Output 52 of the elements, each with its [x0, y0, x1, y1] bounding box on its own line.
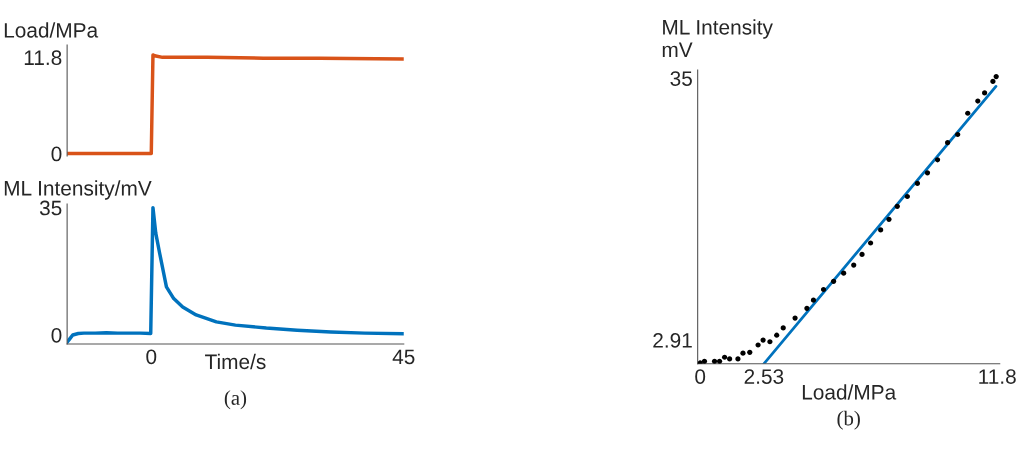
y-tick-label: 2.91	[653, 333, 692, 348]
x-tick-label: 11.8	[979, 369, 1016, 384]
point	[820, 286, 827, 293]
y-axis-title: Load/MPa	[4, 22, 99, 38]
point	[878, 227, 884, 233]
y-axis-title: ML Intensity/mV	[4, 180, 152, 200]
point	[792, 315, 798, 321]
point	[886, 216, 892, 222]
x-axis-title: Time/s	[205, 353, 266, 370]
point	[955, 131, 961, 138]
point	[904, 193, 910, 200]
point	[859, 251, 865, 258]
y-axis-title: ML Intensity mV	[662, 19, 773, 57]
point	[851, 262, 857, 268]
point	[934, 157, 941, 163]
y-tick-label: 11.8	[24, 50, 62, 66]
y-tick-label: 35	[670, 71, 692, 86]
point	[914, 180, 920, 187]
point	[760, 337, 766, 343]
point	[993, 73, 999, 80]
point	[755, 342, 761, 348]
point	[990, 78, 996, 85]
y-tick-label: 0	[51, 146, 62, 162]
point	[804, 305, 810, 311]
point	[924, 170, 931, 176]
point	[735, 356, 741, 362]
point	[767, 339, 773, 345]
point	[975, 98, 981, 104]
point	[867, 240, 874, 246]
point	[727, 356, 733, 362]
point	[965, 110, 971, 116]
x-tick-label: 2.53	[744, 369, 784, 384]
point	[774, 332, 780, 338]
line-series	[67, 53, 404, 156]
point	[945, 140, 951, 146]
point	[810, 297, 817, 303]
point	[982, 90, 988, 96]
y-tick-label: 0	[51, 327, 62, 343]
line-series	[67, 205, 404, 344]
point	[841, 270, 847, 276]
point	[747, 349, 753, 355]
text: (b)	[837, 410, 860, 430]
point	[740, 350, 746, 356]
point	[722, 354, 728, 360]
y-tick-label: 35	[39, 200, 62, 216]
x-tick-label: 0	[695, 369, 706, 384]
x-axis-title: Load/MPa	[802, 384, 897, 400]
point	[780, 325, 786, 331]
point	[894, 203, 900, 209]
text: (a)	[224, 390, 247, 410]
point	[830, 278, 837, 284]
x-tick-label: 45	[392, 349, 415, 365]
